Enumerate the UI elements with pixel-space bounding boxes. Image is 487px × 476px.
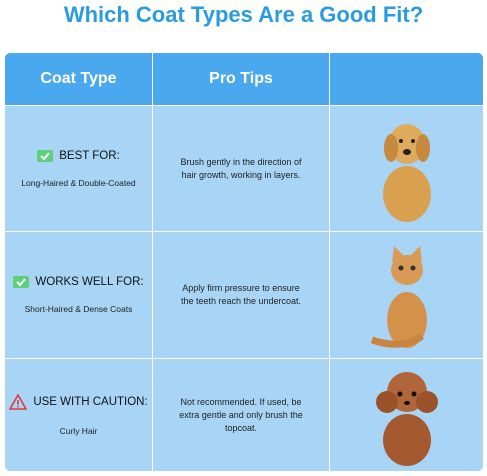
coat-cell: BEST FOR: Long-Haired & Double-Coated (4, 105, 153, 232)
check-icon (37, 149, 54, 162)
image-cell (329, 231, 484, 359)
coat-cell: WORKS WELL FOR: Short-Haired & Dense Coa… (4, 231, 153, 359)
tip: Not recommended. If used, be extra gentl… (179, 396, 303, 433)
coat-cell: USE WITH CAUTION: Curly Hair (4, 358, 153, 472)
dog-image (382, 123, 431, 222)
cat-image (370, 246, 427, 348)
coat: Curly Hair (59, 426, 98, 436)
coat: Short-Haired & Dense Coats (24, 304, 133, 314)
header-text: Coat Type (40, 70, 117, 87)
label: WORKS WELL FOR: (35, 276, 144, 288)
image-cell (329, 358, 484, 472)
tip: Brush gently in the direction of hair gr… (180, 156, 302, 180)
tip: Apply firm pressure to ensure the teeth … (180, 283, 302, 306)
label: USE WITH CAUTION: (33, 396, 148, 408)
label: BEST FOR: (59, 149, 120, 162)
tip-cell: Brush gently in the direction of hair gr… (152, 105, 330, 232)
check-icon (13, 276, 30, 288)
coat: Long-Haired & Double-Coated (21, 177, 136, 188)
title: Which Coat Types Are a Good Fit? (63, 2, 424, 27)
header-cell: Coat Type (4, 52, 153, 106)
image-cell (329, 105, 484, 232)
label-row: BEST FOR: (37, 149, 120, 162)
tip-cell: Apply firm pressure to ensure the teeth … (152, 231, 330, 359)
header-cell (329, 52, 484, 106)
header-text: Pro Tips (209, 70, 273, 87)
label-row: USE WITH CAUTION: (9, 394, 148, 410)
header-cell: Pro Tips (152, 52, 330, 106)
poodle-image (375, 372, 438, 466)
warning-icon (9, 394, 28, 410)
label-row: WORKS WELL FOR: (13, 276, 144, 288)
tip-cell: Not recommended. If used, be extra gentl… (152, 358, 330, 472)
